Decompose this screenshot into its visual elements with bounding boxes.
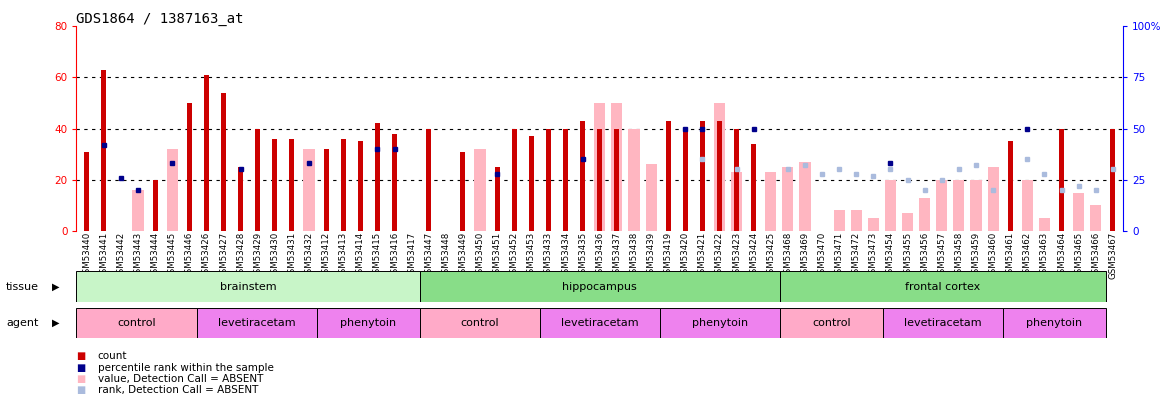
Bar (580, 121, 586, 231)
Text: count: count (98, 352, 127, 361)
Bar (375, 124, 380, 231)
Bar (153, 180, 158, 231)
Bar (323, 149, 328, 231)
Bar (834, 211, 844, 231)
Text: levetiracetam: levetiracetam (904, 318, 982, 328)
Bar (546, 129, 550, 231)
Bar (988, 167, 998, 231)
Text: frontal cortex: frontal cortex (906, 281, 981, 292)
Text: levetiracetam: levetiracetam (561, 318, 639, 328)
Bar (474, 149, 486, 231)
Text: control: control (460, 318, 499, 328)
Bar (341, 139, 346, 231)
Bar (316, 308, 420, 338)
Bar (1003, 308, 1105, 338)
Bar (273, 139, 278, 231)
Bar (1073, 192, 1084, 231)
Bar (461, 151, 466, 231)
Text: levetiracetam: levetiracetam (218, 318, 295, 328)
Text: GDS1864 / 1387163_at: GDS1864 / 1387163_at (76, 12, 243, 26)
Text: ▶: ▶ (52, 281, 59, 292)
Bar (766, 172, 776, 231)
Bar (1060, 129, 1064, 231)
Bar (646, 164, 656, 231)
Bar (714, 103, 726, 231)
Text: phenytoin: phenytoin (691, 318, 748, 328)
Bar (734, 129, 739, 231)
Bar (628, 129, 640, 231)
Text: value, Detection Call = ABSENT: value, Detection Call = ABSENT (98, 374, 263, 384)
Bar (420, 271, 780, 302)
Text: ■: ■ (76, 352, 86, 361)
Bar (255, 129, 260, 231)
Bar (780, 271, 1105, 302)
Bar (782, 167, 794, 231)
Bar (780, 308, 883, 338)
Bar (540, 308, 660, 338)
Bar (495, 167, 500, 231)
Text: phenytoin: phenytoin (340, 318, 396, 328)
Bar (358, 141, 363, 231)
Bar (76, 271, 420, 302)
Bar (133, 190, 143, 231)
Text: ■: ■ (76, 386, 86, 395)
Bar (529, 136, 534, 231)
Text: control: control (118, 318, 155, 328)
Bar (717, 121, 722, 231)
Bar (420, 308, 540, 338)
Bar (751, 144, 756, 231)
Bar (426, 129, 432, 231)
Bar (76, 308, 196, 338)
Text: percentile rank within the sample: percentile rank within the sample (98, 363, 274, 373)
Bar (1038, 218, 1050, 231)
Bar (85, 151, 89, 231)
Bar (868, 218, 878, 231)
Bar (187, 103, 192, 231)
Bar (883, 308, 1003, 338)
Bar (289, 139, 294, 231)
Bar (303, 149, 315, 231)
Text: control: control (813, 318, 850, 328)
Bar (970, 180, 982, 231)
Text: brainstem: brainstem (220, 281, 276, 292)
Bar (1090, 205, 1101, 231)
Bar (196, 308, 316, 338)
Bar (167, 149, 178, 231)
Bar (920, 198, 930, 231)
Text: tissue: tissue (6, 281, 39, 292)
Bar (101, 70, 106, 231)
Bar (800, 162, 810, 231)
Bar (731, 172, 742, 231)
Text: phenytoin: phenytoin (1027, 318, 1083, 328)
Bar (902, 213, 913, 231)
Bar (666, 121, 670, 231)
Bar (850, 211, 862, 231)
Bar (594, 103, 606, 231)
Bar (1008, 141, 1013, 231)
Text: rank, Detection Call = ABSENT: rank, Detection Call = ABSENT (98, 386, 258, 395)
Bar (238, 167, 243, 231)
Bar (1022, 180, 1033, 231)
Text: ■: ■ (76, 374, 86, 384)
Bar (203, 75, 209, 231)
Bar (512, 129, 516, 231)
Bar (597, 129, 602, 231)
Text: ■: ■ (76, 363, 86, 373)
Bar (683, 129, 688, 231)
Bar (884, 180, 896, 231)
Bar (392, 134, 397, 231)
Text: ▶: ▶ (52, 318, 59, 328)
Bar (221, 93, 226, 231)
Bar (660, 308, 780, 338)
Bar (614, 129, 620, 231)
Bar (612, 103, 622, 231)
Bar (700, 121, 704, 231)
Bar (1110, 129, 1115, 231)
Bar (563, 129, 568, 231)
Bar (954, 180, 964, 231)
Bar (936, 180, 948, 231)
Text: hippocampus: hippocampus (562, 281, 637, 292)
Text: agent: agent (6, 318, 39, 328)
